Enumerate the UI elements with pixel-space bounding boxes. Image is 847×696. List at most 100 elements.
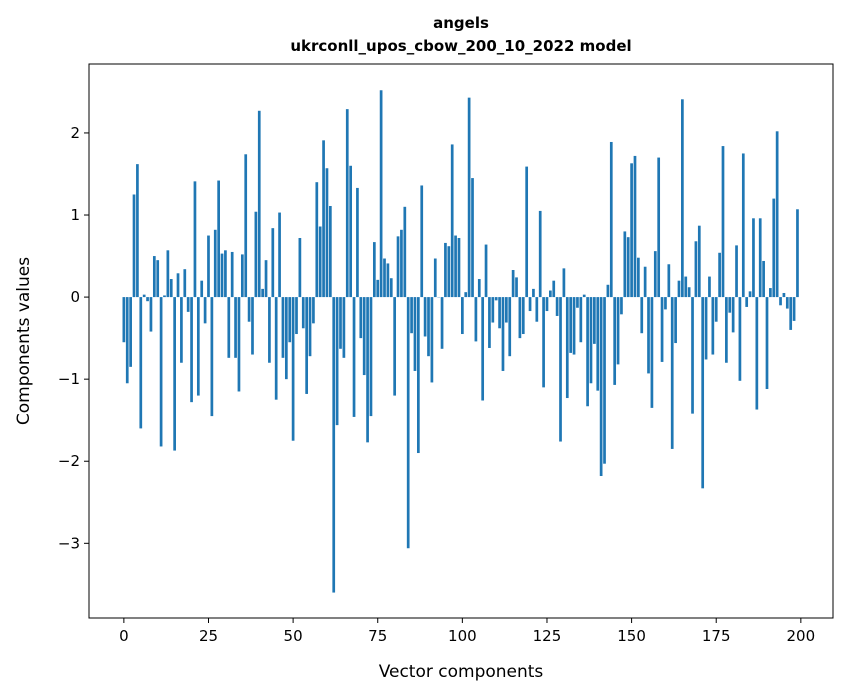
bar-101 (464, 292, 468, 298)
bar-163 (674, 297, 677, 344)
bar-106 (481, 297, 485, 401)
bar-119 (525, 166, 529, 298)
bar-21 (193, 181, 197, 298)
y-tick-label: 0 (70, 288, 80, 306)
bar-147 (620, 297, 623, 315)
x-tick-label: 50 (284, 627, 303, 645)
x-tick-label: 150 (617, 627, 646, 645)
bar-161 (667, 264, 671, 298)
bar-121 (532, 288, 535, 298)
bar-111 (498, 297, 501, 329)
bar-30 (224, 250, 227, 298)
bar-167 (687, 287, 691, 298)
bar-11 (159, 297, 163, 447)
bar-182 (738, 297, 742, 381)
bar-137 (586, 297, 589, 407)
x-tick-label: 0 (119, 627, 129, 645)
bar-164 (677, 280, 681, 298)
x-tick-label: 100 (448, 627, 477, 645)
bar-12 (163, 295, 166, 298)
bar-109 (491, 297, 495, 323)
bar-36 (244, 154, 248, 298)
plot-frame (88, 63, 834, 619)
bar-129 (559, 297, 562, 442)
bar-17 (180, 297, 183, 363)
bar-31 (227, 297, 231, 358)
bar-102 (467, 97, 471, 298)
bar-177 (721, 146, 725, 298)
bar-95 (444, 242, 447, 298)
bar-130 (562, 268, 566, 298)
bar-100 (461, 297, 464, 335)
bar-35 (240, 254, 244, 298)
bar-0 (122, 297, 126, 343)
bar-97 (450, 144, 454, 298)
bar-120 (528, 297, 532, 312)
bar-52 (298, 237, 302, 298)
bar-92 (433, 258, 437, 298)
bar-27 (213, 229, 217, 298)
y-tick-label: −3 (58, 534, 80, 552)
bar-176 (718, 252, 721, 298)
x-axis: 0 25 50 75 100 125 150 175 200 (119, 618, 815, 645)
bar-44 (271, 228, 275, 298)
bar-82 (400, 229, 403, 298)
bar-6 (142, 294, 146, 298)
bar-185 (748, 291, 752, 298)
bar-86 (413, 297, 417, 371)
bar-133 (572, 297, 576, 355)
bar-32 (230, 251, 234, 298)
bar-37 (247, 297, 251, 322)
bar-54 (305, 297, 309, 394)
bar-146 (616, 297, 620, 365)
bar-94 (440, 297, 444, 349)
bar-66 (345, 109, 349, 298)
y-tick-label: −1 (58, 370, 80, 388)
bar-88 (420, 185, 424, 298)
bar-194 (779, 297, 782, 306)
bar-132 (569, 297, 573, 353)
bar-181 (735, 245, 738, 298)
bar-56 (312, 297, 315, 324)
bar-41 (261, 288, 264, 298)
bar-126 (549, 290, 552, 298)
chart-title: angels (433, 14, 489, 32)
x-tick-label: 125 (533, 627, 562, 645)
bar-150 (630, 163, 633, 298)
bar-116 (515, 277, 518, 298)
bar-174 (711, 297, 715, 355)
chart-subtitle: ukrconll_upos_cbow_200_10_2022 model (290, 37, 631, 55)
bar-136 (582, 294, 586, 298)
bar-168 (691, 297, 694, 414)
y-tick-label: 1 (70, 206, 80, 224)
bar-105 (477, 279, 481, 298)
bar-152 (637, 257, 640, 298)
bar-198 (792, 297, 796, 321)
bar-33 (234, 297, 237, 358)
bar-153 (640, 297, 644, 334)
y-tick-label: −2 (58, 452, 80, 470)
bar-20 (190, 297, 193, 403)
bar-192 (772, 198, 776, 298)
bar-28 (217, 180, 220, 298)
bar-65 (342, 297, 346, 358)
bar-197 (789, 297, 793, 330)
bar-158 (657, 157, 661, 298)
bar-135 (579, 297, 583, 343)
bar-171 (701, 297, 705, 489)
bar-38 (251, 297, 254, 355)
bar-190 (765, 297, 769, 390)
bar-49 (288, 297, 292, 343)
x-tick-label: 200 (787, 627, 816, 645)
bar-155 (647, 297, 650, 374)
bar-156 (650, 297, 654, 408)
bar-151 (633, 155, 637, 298)
bar-60 (325, 168, 329, 298)
bar-45 (274, 297, 278, 400)
bar-40 (257, 110, 261, 298)
bar-1 (125, 297, 129, 384)
bar-74 (372, 242, 376, 298)
bar-48 (284, 297, 288, 380)
bar-178 (725, 297, 728, 363)
